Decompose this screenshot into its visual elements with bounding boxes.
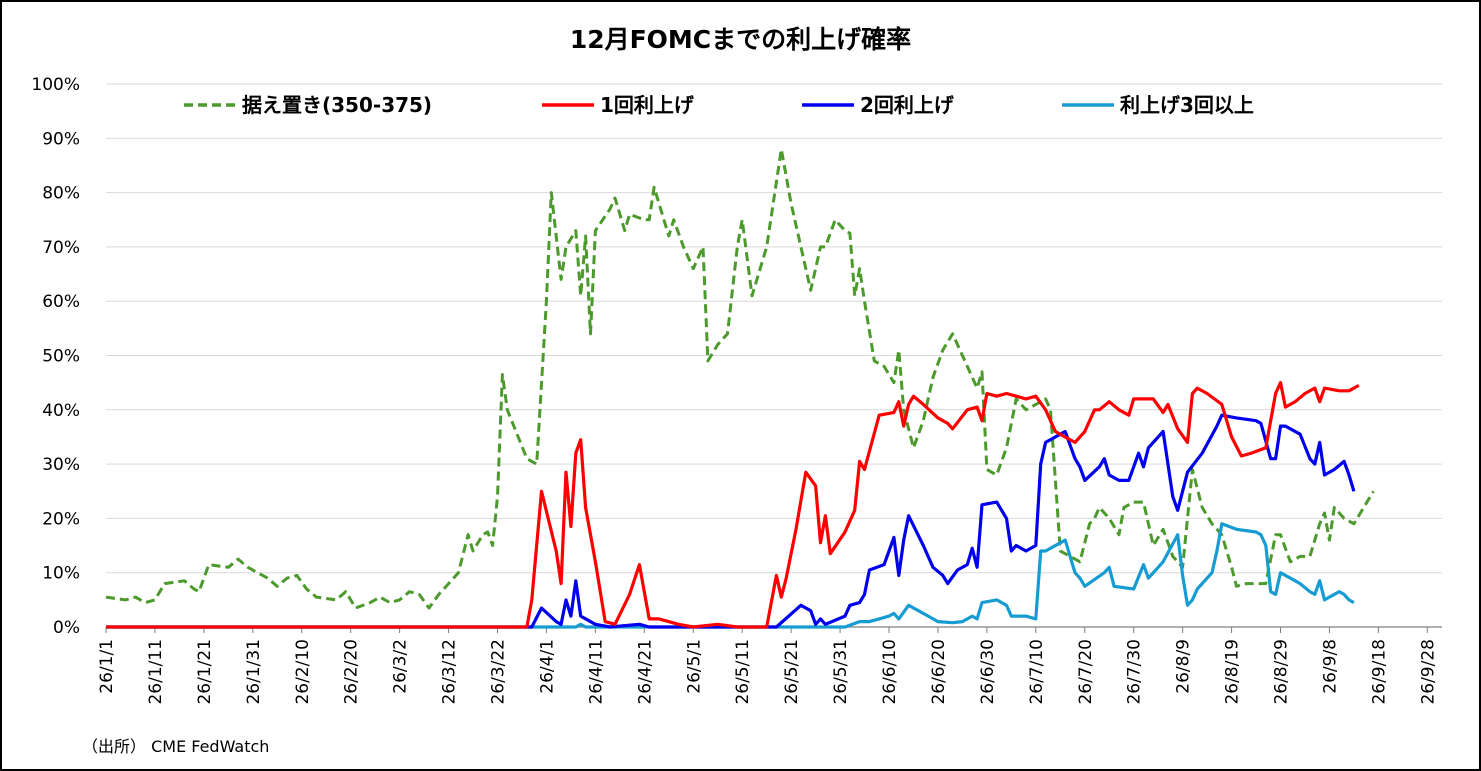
series-lines — [105, 147, 1375, 629]
y-tick-label: 60% — [42, 292, 80, 312]
x-tick-label: 26/3/22 — [489, 639, 509, 705]
x-tick-label: 26/6/20 — [929, 639, 949, 705]
x-tick-label: 26/4/1 — [537, 639, 557, 694]
y-axis-tick-labels: 0% 10% 20% 30% 40% 50% 60% 70% 80% 90% 100% — [31, 75, 80, 638]
legend-label: 1回利上げ — [600, 93, 695, 117]
y-tick-label: 100% — [31, 75, 80, 95]
x-tick-label: 26/3/2 — [391, 639, 411, 694]
series-line — [105, 147, 1375, 610]
x-tick-label: 26/8/19 — [1223, 639, 1243, 705]
chart-title: 12月FOMCまでの利上げ確率 — [569, 25, 912, 54]
x-tick-label: 26/1/11 — [146, 639, 166, 705]
x-tick-label: 26/8/9 — [1174, 639, 1194, 694]
x-tick-label: 26/4/21 — [635, 639, 655, 705]
legend-label: 利上げ3回以上 — [1120, 93, 1254, 117]
x-tick-label: 26/9/28 — [1418, 639, 1438, 705]
legend-label: 2回利上げ — [860, 93, 955, 117]
y-tick-label: 90% — [42, 129, 80, 149]
x-tick-label: 26/9/8 — [1320, 639, 1340, 694]
x-tick-label: 26/8/29 — [1272, 639, 1292, 705]
x-tick-label: 26/5/11 — [733, 639, 753, 705]
gridlines — [106, 83, 1442, 574]
y-tick-label: 20% — [42, 509, 80, 529]
x-tick-label: 26/6/30 — [978, 639, 998, 705]
x-tick-label: 26/6/10 — [880, 639, 900, 705]
series-line — [106, 413, 1356, 629]
series-line — [106, 381, 1360, 629]
x-tick-label: 26/7/30 — [1125, 639, 1145, 705]
x-tick-label: 26/7/20 — [1076, 639, 1096, 705]
y-tick-label: 50% — [42, 347, 80, 367]
x-tick-label: 26/5/21 — [782, 639, 802, 705]
series-line — [106, 522, 1355, 629]
x-tick-label: 26/4/11 — [586, 639, 606, 705]
x-axis-tick-labels: 26/1/1 26/1/11 26/1/21 26/1/31 26/2/10 26/2/2… — [97, 627, 1438, 705]
y-tick-label: 80% — [42, 184, 80, 204]
y-tick-label: 0% — [53, 618, 80, 638]
y-tick-label: 10% — [42, 564, 80, 584]
x-tick-label: 26/7/10 — [1027, 639, 1047, 705]
x-tick-label: 26/2/20 — [342, 639, 362, 705]
x-tick-label: 26/5/31 — [831, 639, 851, 705]
x-tick-label: 26/1/31 — [244, 639, 264, 705]
y-tick-label: 40% — [42, 401, 80, 421]
x-tick-label: 26/1/21 — [195, 639, 215, 705]
x-tick-label: 26/1/1 — [97, 639, 117, 694]
x-tick-label: 26/3/12 — [440, 639, 460, 705]
x-tick-label: 26/9/18 — [1369, 639, 1389, 705]
y-tick-label: 30% — [42, 455, 80, 475]
legend-label: 据え置き(350-375) — [242, 93, 432, 117]
source-note: （出所） CME FedWatch — [82, 737, 270, 756]
x-tick-label: 26/2/10 — [293, 639, 313, 705]
legend: 据え置き(350-375) 1回利上げ 2回利上げ 利上げ3回以上 — [184, 93, 1254, 117]
x-tick-label: 26/5/1 — [684, 639, 704, 694]
y-tick-label: 70% — [42, 238, 80, 258]
